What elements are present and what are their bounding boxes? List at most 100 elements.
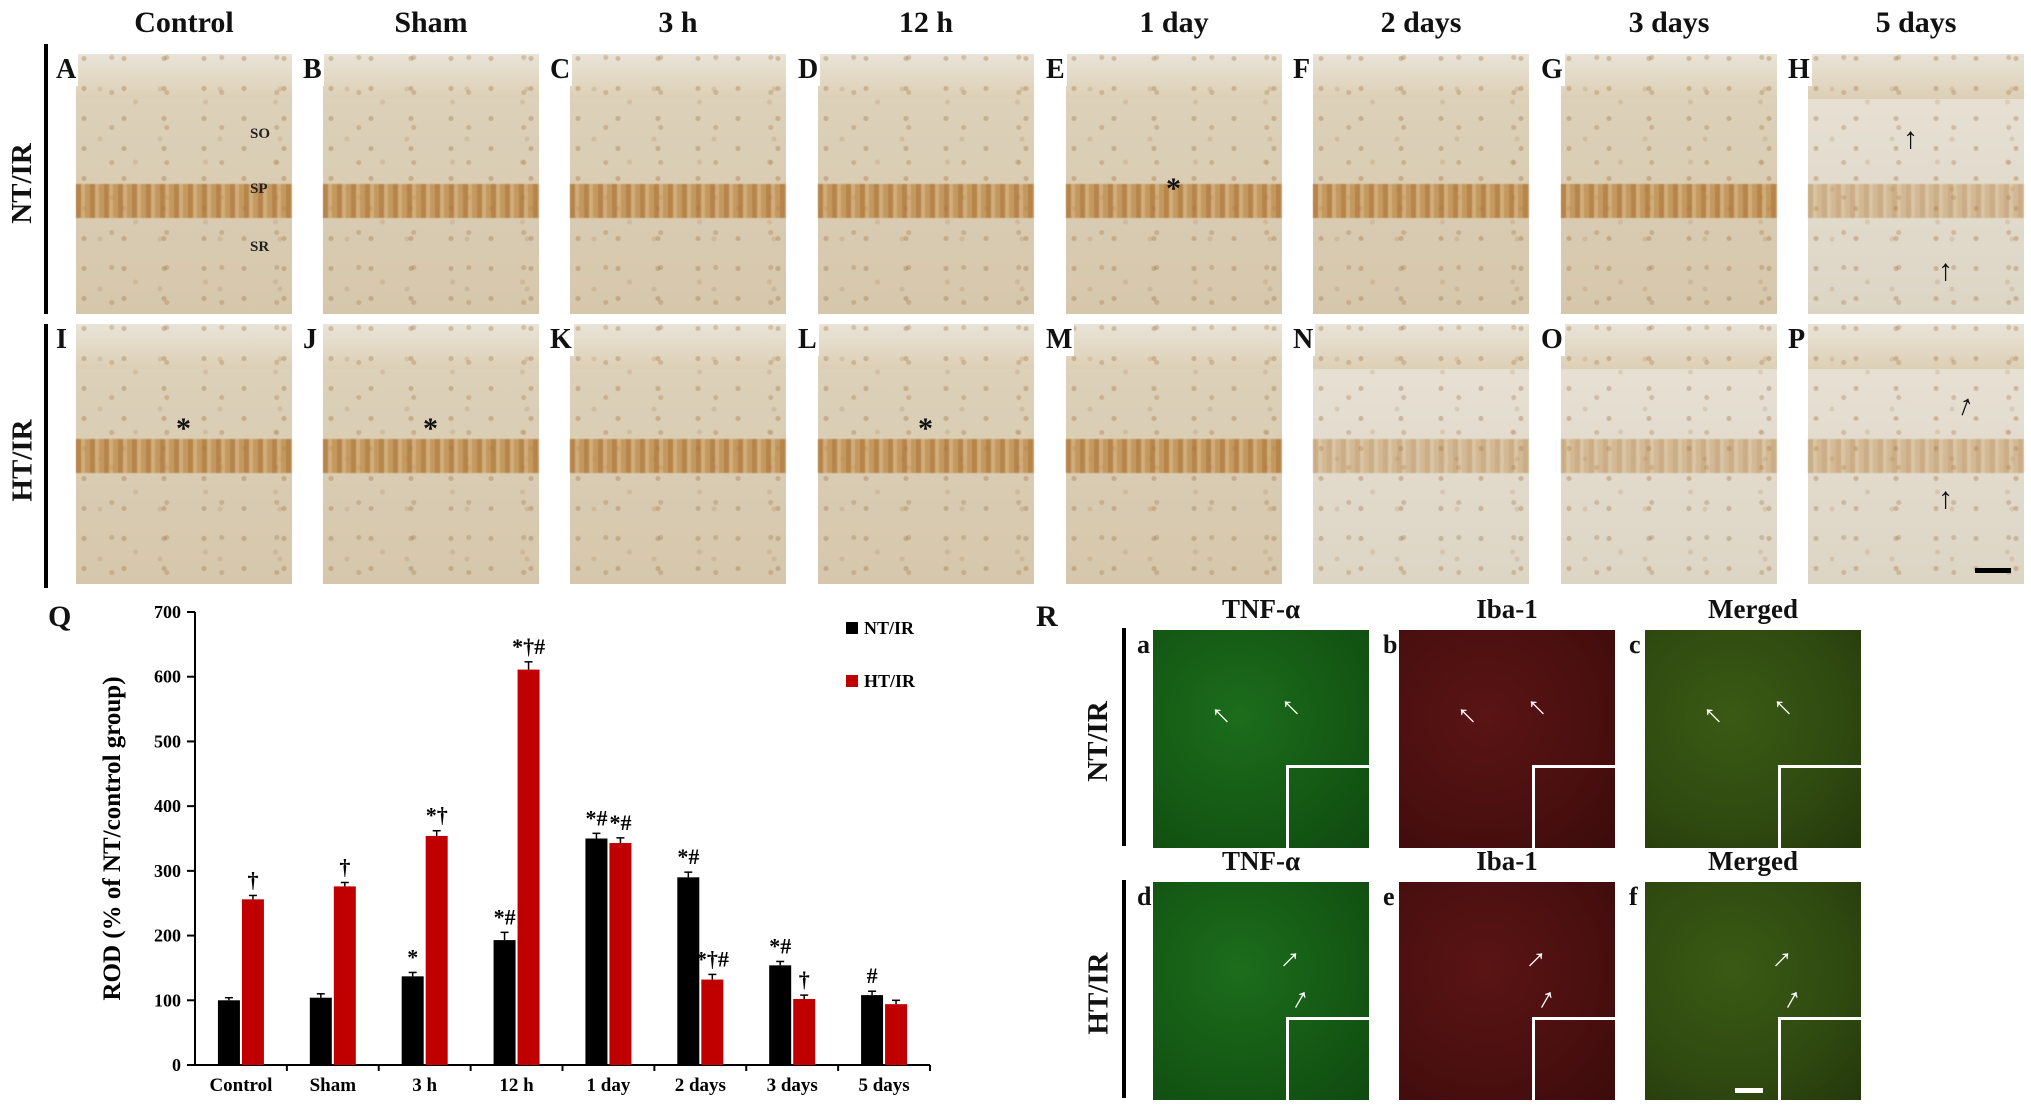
bar (517, 669, 540, 1065)
arrow-icon: ↑ (1938, 482, 1953, 515)
histology-panel: K (548, 324, 786, 584)
x-tick-label: Sham (310, 1075, 357, 1096)
histology-panel: B (301, 54, 539, 314)
histology-panel: P ↑ ↑ (1786, 324, 2024, 584)
panel-letter: C (548, 54, 573, 86)
arrow-icon: ↑ (1519, 941, 1554, 976)
y-tick-label: 400 (154, 796, 181, 816)
significance-label: *# (585, 805, 607, 830)
legend-swatch (846, 622, 858, 634)
panel-letter: D (796, 54, 821, 86)
scale-bar (1975, 568, 2011, 573)
arrow-icon: ↑ (1203, 697, 1238, 732)
panel-letter: F (1291, 54, 1313, 86)
arrow-icon: ↑ (1273, 689, 1308, 724)
fluorescence-panel: e ↑ ↑ (1381, 882, 1615, 1100)
layer-label: SP (250, 181, 268, 197)
panel-letter: M (1044, 324, 1075, 356)
bar (701, 979, 724, 1065)
panel-letter: A (54, 54, 79, 86)
histology-panel: H ↑ ↑ (1786, 54, 2024, 314)
arrow-icon: ↑ (1286, 980, 1316, 1017)
significance-label: *# (609, 810, 631, 835)
column-header: 1 day (1139, 6, 1209, 39)
significance-label: † (799, 967, 810, 992)
bar (309, 997, 332, 1065)
significance-label: *†# (696, 946, 729, 971)
histology-panel: O (1539, 324, 1777, 584)
column-header: Control (134, 6, 234, 39)
layer-label: SR (250, 239, 270, 255)
x-tick-label: 5 days (858, 1075, 909, 1096)
histology-panel: E * (1044, 54, 1282, 314)
x-tick-label: 3 days (767, 1075, 818, 1096)
x-tick-label: 2 days (675, 1075, 726, 1096)
panel-letter: f (1627, 882, 1640, 912)
panel-letter: L (796, 324, 819, 356)
arrow-icon: ↑ (1273, 941, 1308, 976)
significance-label: * (407, 944, 418, 969)
panel-letter: K (548, 324, 574, 356)
legend-swatch (846, 675, 858, 687)
bar (493, 940, 516, 1065)
x-tick-label: 12 h (499, 1075, 534, 1096)
bar (677, 877, 700, 1065)
row-label-ht: HT/IR (6, 419, 39, 502)
fluorescence-panel: c ↑ ↑ (1627, 630, 1861, 848)
fluorescence-panel: f ↑ ↑ (1627, 882, 1861, 1100)
bar (401, 976, 424, 1065)
significance-label: *† (426, 803, 448, 828)
asterisk-marker: * (423, 412, 438, 445)
asterisk-marker: * (176, 412, 191, 445)
histology-panel: M (1044, 324, 1282, 584)
y-axis-label: ROD (% of NT/control group) (99, 676, 126, 1000)
fluorescence-panel: d ↑ ↑ (1135, 882, 1369, 1100)
histology-panel: J * (301, 324, 539, 584)
arrow-icon: ↑ (1903, 122, 1918, 155)
bar (217, 1000, 240, 1065)
fluorescence-panel: a ↑ ↑ (1135, 630, 1369, 848)
bar (861, 995, 884, 1065)
fluor-header: TNF-α (1221, 594, 1301, 624)
fluor-row-label-nt: NT/IR (1081, 701, 1114, 782)
significance-label: † (247, 867, 258, 892)
fluor-header: Iba-1 (1476, 846, 1538, 876)
significance-label: *# (769, 933, 791, 958)
panel-q-label: Q (48, 600, 72, 633)
layer-label: SO (250, 126, 271, 142)
y-tick-label: 500 (154, 731, 181, 751)
fluor-header: Merged (1708, 594, 1798, 624)
panel-letter: b (1381, 630, 1400, 660)
column-header: 2 days (1380, 6, 1462, 39)
column-header: 3 h (658, 6, 698, 39)
significance-label: † (339, 855, 350, 880)
fluor-row-bar-ht (1122, 880, 1126, 1098)
panel-r-label: R (1036, 600, 1058, 633)
panel-letter: N (1291, 324, 1316, 356)
fluor-header: Iba-1 (1476, 594, 1538, 624)
fluor-header: TNF-α (1221, 846, 1301, 876)
panel-letter: G (1539, 54, 1565, 86)
legend-label: NT/IR (864, 618, 915, 638)
column-header: 12 h (898, 6, 954, 39)
fluorescence-panel: b ↑ ↑ (1381, 630, 1615, 848)
panel-letter: H (1786, 54, 1812, 86)
histology-panel: I * (54, 324, 292, 584)
arrow-icon: ↑ (1938, 254, 1953, 287)
histology-panel: F (1291, 54, 1529, 314)
y-tick-label: 700 (154, 602, 181, 622)
x-tick-label: 1 day (587, 1075, 631, 1096)
bar (425, 835, 448, 1065)
x-tick-label: Control (209, 1075, 272, 1096)
arrow-icon: ↑ (1519, 689, 1554, 724)
y-tick-label: 0 (172, 1055, 181, 1075)
column-header: 3 days (1628, 6, 1710, 39)
histology-panel: L * (796, 324, 1034, 584)
y-tick-label: 200 (154, 926, 181, 946)
fluor-header: Merged (1708, 846, 1798, 876)
panel-letter: J (301, 324, 319, 356)
y-tick-label: 100 (154, 990, 181, 1010)
row-bar-nt (44, 44, 48, 314)
histology-panel: A SO SP SR (54, 54, 292, 314)
y-tick-label: 300 (154, 861, 181, 881)
